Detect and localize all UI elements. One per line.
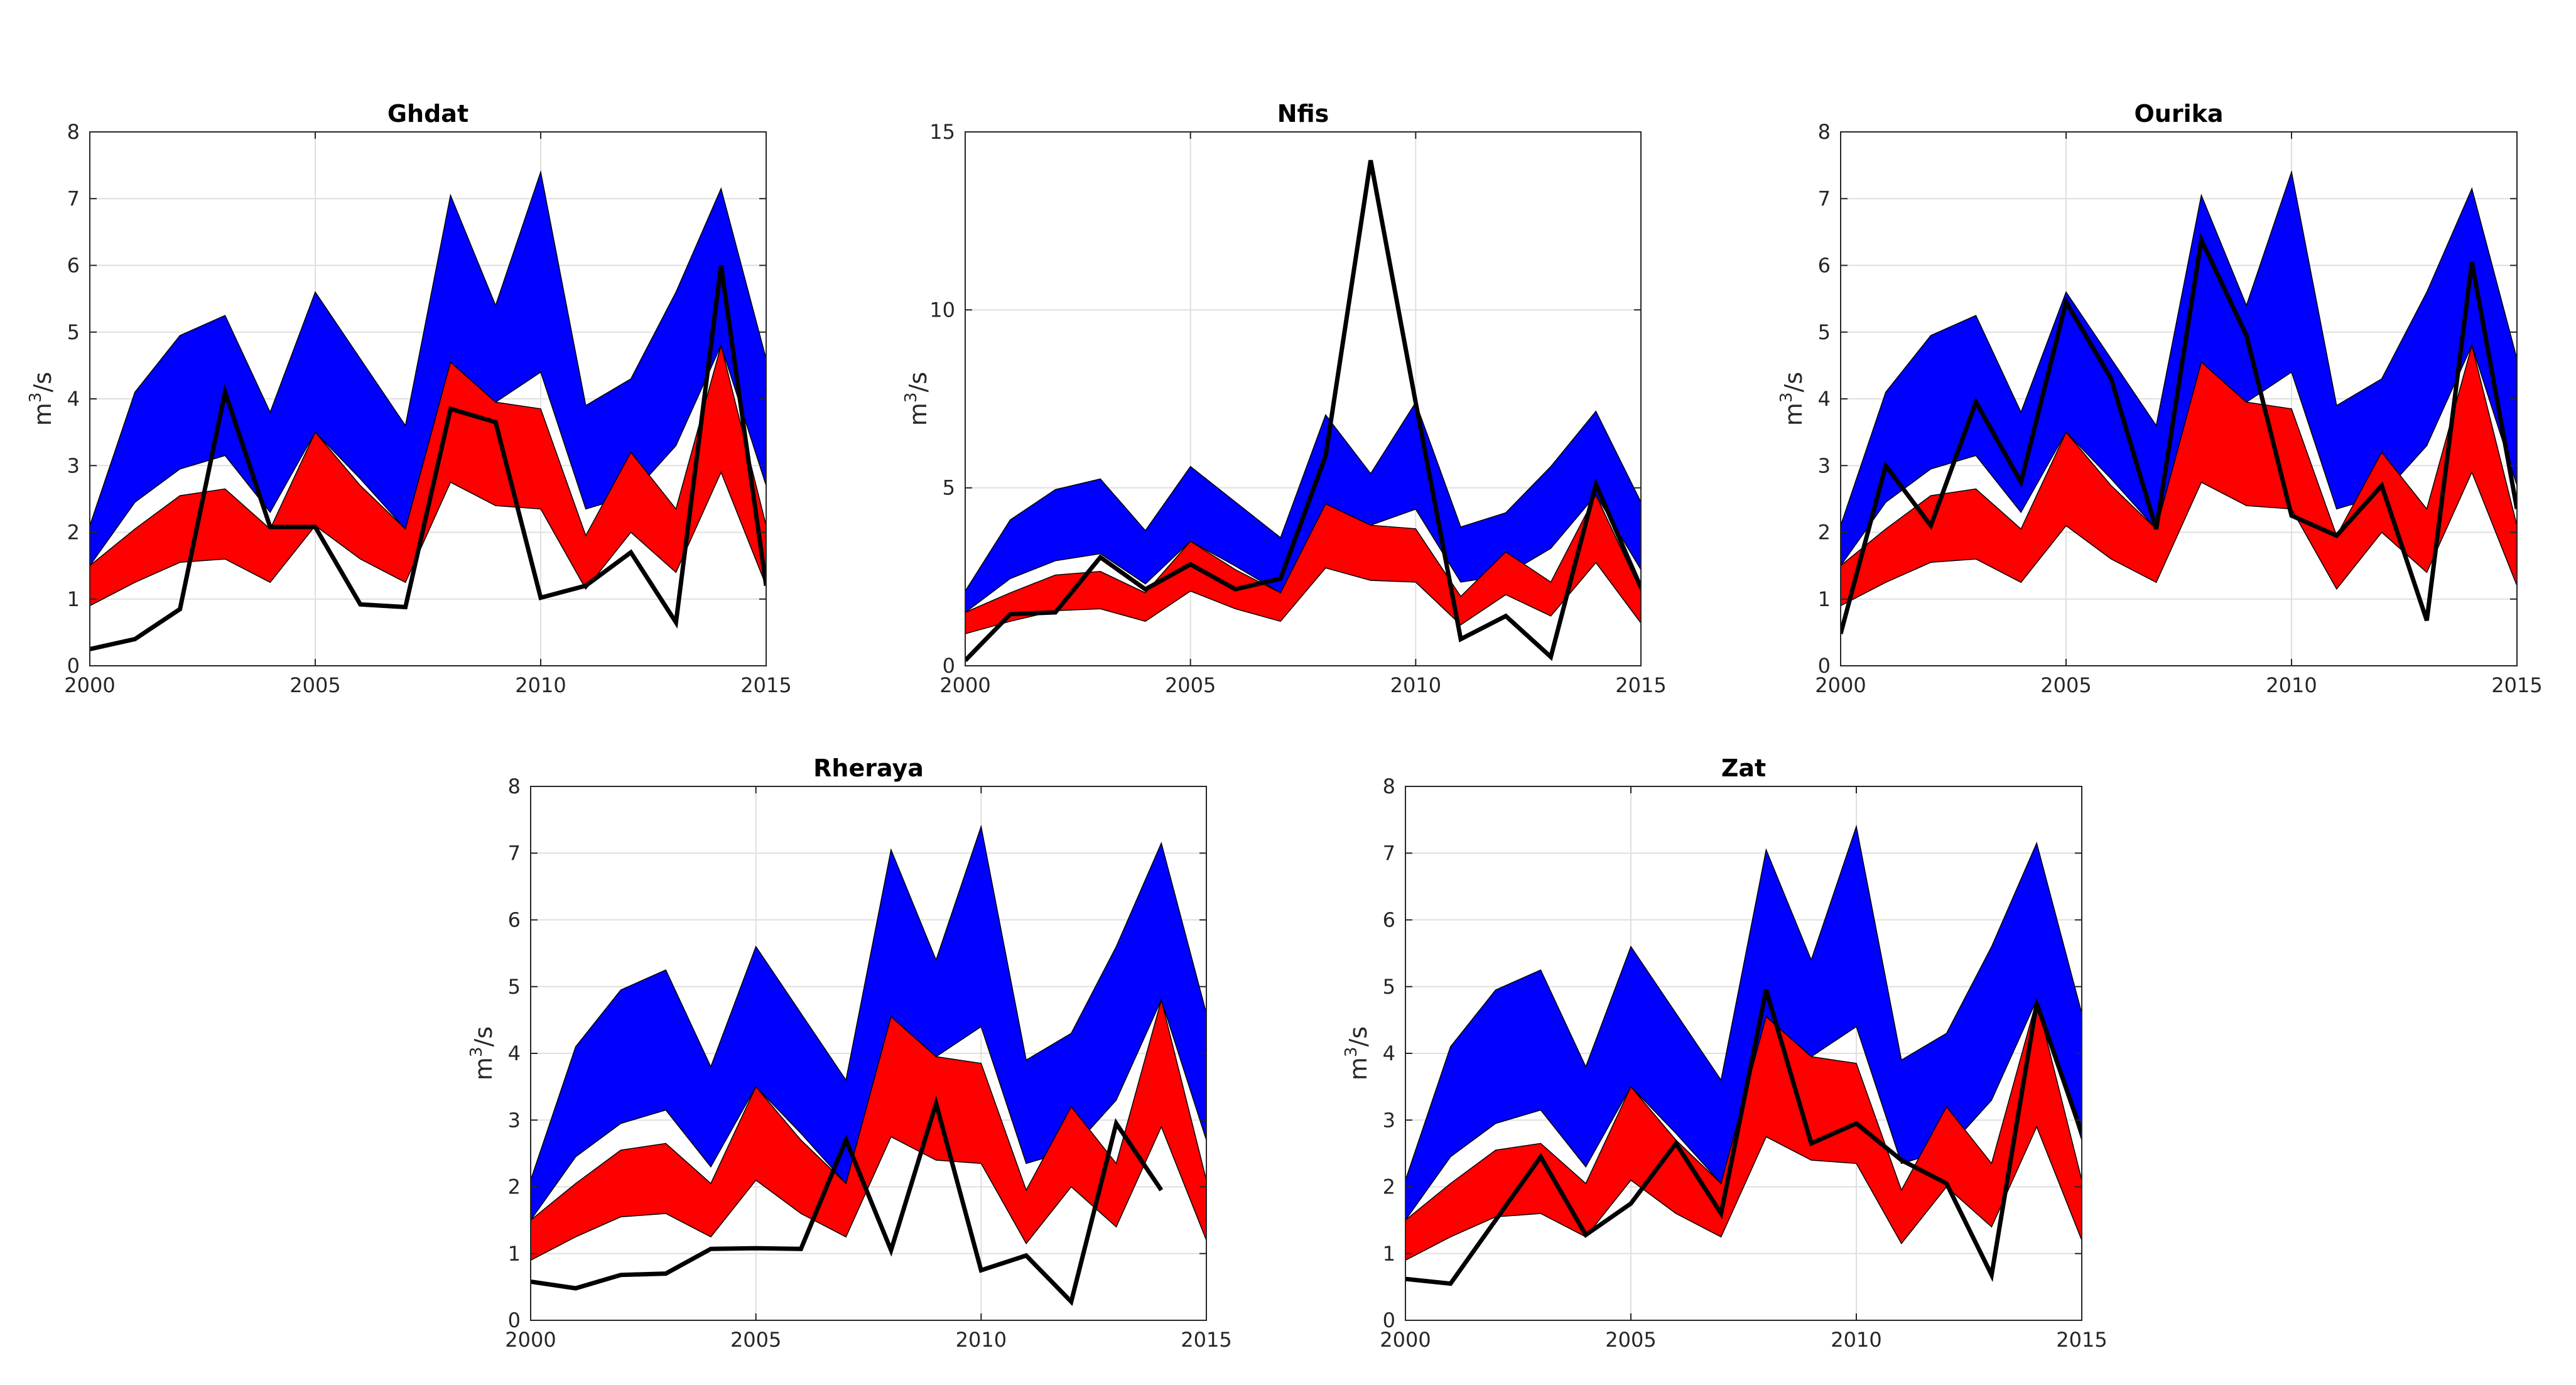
- subplot-ghdat: 2000 2005 2010 2015 0 1 2 3 4 5 6 7 8 Ghdat m3/s: [26, 100, 792, 697]
- x-tick-label: 2005: [1165, 673, 1216, 697]
- subplot-title: Nfis: [1277, 100, 1329, 128]
- upper-band-area: [90, 170, 766, 567]
- y-tick-label: 7: [1383, 841, 1395, 865]
- y-tick-label: 1: [508, 1242, 521, 1266]
- y-axis-label: m3/s: [26, 372, 57, 426]
- series-layer: [531, 824, 1206, 1306]
- x-tick-label: 2015: [1615, 673, 1666, 697]
- x-tick-label: 2010: [1831, 1328, 1881, 1352]
- x-tick-label: 2010: [956, 1328, 1007, 1352]
- x-tick-label: 2010: [2266, 673, 2317, 697]
- x-tick-label: 2005: [2040, 673, 2091, 697]
- observed-line: [1841, 232, 2517, 634]
- y-tick-label: 6: [508, 908, 521, 932]
- x-tick-label: 2010: [515, 673, 566, 697]
- x-tick-label: 2015: [2491, 673, 2542, 697]
- y-tick-label: 4: [1383, 1041, 1395, 1065]
- y-tick-label: 8: [67, 120, 80, 144]
- y-tick-label: 6: [1818, 254, 1831, 278]
- y-tick-label: 1: [1383, 1242, 1395, 1266]
- y-tick-label: 1: [1818, 587, 1831, 611]
- y-axis-label: m3/s: [1342, 1026, 1372, 1080]
- lower-band-area: [90, 344, 766, 607]
- upper-band-area: [531, 824, 1206, 1221]
- y-tick-label: 4: [508, 1041, 521, 1065]
- y-tick-label: 3: [1383, 1108, 1395, 1132]
- x-tick-label: 2000: [1380, 1328, 1431, 1352]
- y-tick-label: 0: [508, 1308, 521, 1332]
- y-tick-label: 2: [1818, 521, 1831, 545]
- y-tick-label: 0: [1818, 654, 1831, 678]
- y-tick-label: 7: [67, 187, 80, 210]
- observed-line: [90, 265, 766, 651]
- axes-frame: [965, 131, 1642, 666]
- subplot-title: Zat: [1721, 754, 1766, 782]
- y-tick-label: 2: [508, 1175, 521, 1199]
- y-tick-label: 8: [508, 774, 521, 798]
- observed-line: [965, 160, 1641, 662]
- y-tick-label: 5: [943, 476, 955, 500]
- y-tick-label: 6: [1383, 908, 1395, 932]
- y-tick-label: 0: [943, 654, 955, 678]
- y-tick-label: 2: [1383, 1175, 1395, 1199]
- series-layer: [90, 170, 766, 651]
- upper-band-area: [1841, 170, 2517, 567]
- lower-band-area: [531, 998, 1206, 1261]
- y-tick-label: 3: [67, 454, 80, 477]
- x-tick-label: 2015: [740, 673, 791, 697]
- x-tick-label: 2000: [939, 673, 990, 697]
- y-tick-label: 0: [1383, 1308, 1395, 1332]
- y-axis-label: m3/s: [1777, 372, 1807, 426]
- series-layer: [1841, 170, 2517, 634]
- y-axis-label: m3/s: [467, 1026, 497, 1080]
- x-tick-label: 2010: [1390, 673, 1441, 697]
- y-tick-label: 5: [508, 975, 521, 999]
- y-tick-label: 8: [1383, 774, 1395, 798]
- observed-line: [531, 1095, 1164, 1306]
- y-tick-label: 5: [67, 320, 80, 344]
- y-tick-label: 7: [1818, 187, 1831, 210]
- y-tick-label: 4: [67, 387, 80, 411]
- y-tick-label: 15: [929, 120, 955, 144]
- upper-band-area: [965, 401, 1641, 613]
- y-tick-label: 5: [1383, 975, 1395, 999]
- y-tick-label: 2: [67, 521, 80, 545]
- subplot-ourika: 2000 2005 2010 2015 0 1 2 3 4 5 6 7 8 Ourika m3/s: [1777, 100, 2543, 697]
- series-layer: [1405, 824, 2082, 1286]
- x-tick-label: 2000: [505, 1328, 556, 1352]
- y-tick-label: 10: [929, 298, 955, 322]
- upper-band-area: [1405, 824, 2082, 1221]
- y-tick-label: 8: [1818, 120, 1831, 144]
- y-tick-label: 1: [67, 587, 80, 611]
- x-tick-label: 2000: [64, 673, 115, 697]
- x-tick-label: 2000: [1815, 673, 1866, 697]
- subplot-title: Ourika: [2134, 100, 2223, 128]
- observed-line: [1405, 989, 2082, 1286]
- y-tick-label: 0: [67, 654, 80, 678]
- y-tick-label: 7: [508, 841, 521, 865]
- series-layer: [965, 160, 1641, 662]
- y-tick-label: 3: [508, 1108, 521, 1132]
- y-tick-label: 6: [67, 254, 80, 278]
- lower-band-area: [1405, 998, 2082, 1261]
- y-tick-label: 5: [1818, 320, 1831, 344]
- subplot-title: Ghdat: [387, 100, 468, 128]
- lower-band-area: [1841, 344, 2517, 607]
- x-tick-label: 2005: [1605, 1328, 1656, 1352]
- x-tick-label: 2005: [730, 1328, 781, 1352]
- subplot-title: Rheraya: [813, 754, 924, 782]
- y-tick-label: 4: [1818, 387, 1831, 411]
- lower-band-area: [965, 494, 1641, 634]
- x-tick-label: 2015: [1181, 1328, 1231, 1352]
- subplot-nfis: 2000 2005 2010 2015 0 5 10 15 Nfis m3/s: [902, 100, 1667, 697]
- x-tick-label: 2005: [290, 673, 340, 697]
- subplot-zat: 2000 2005 2010 2015 0 1 2 3 4 5 6 7 8 Zat m3/s: [1342, 754, 2108, 1352]
- subplot-rheraya: 2000 2005 2010 2015 0 1 2 3 4 5 6 7 8 Rheraya m3/s: [467, 754, 1232, 1352]
- y-tick-label: 3: [1818, 454, 1831, 477]
- y-axis-label: m3/s: [902, 372, 932, 426]
- x-tick-label: 2015: [2056, 1328, 2107, 1352]
